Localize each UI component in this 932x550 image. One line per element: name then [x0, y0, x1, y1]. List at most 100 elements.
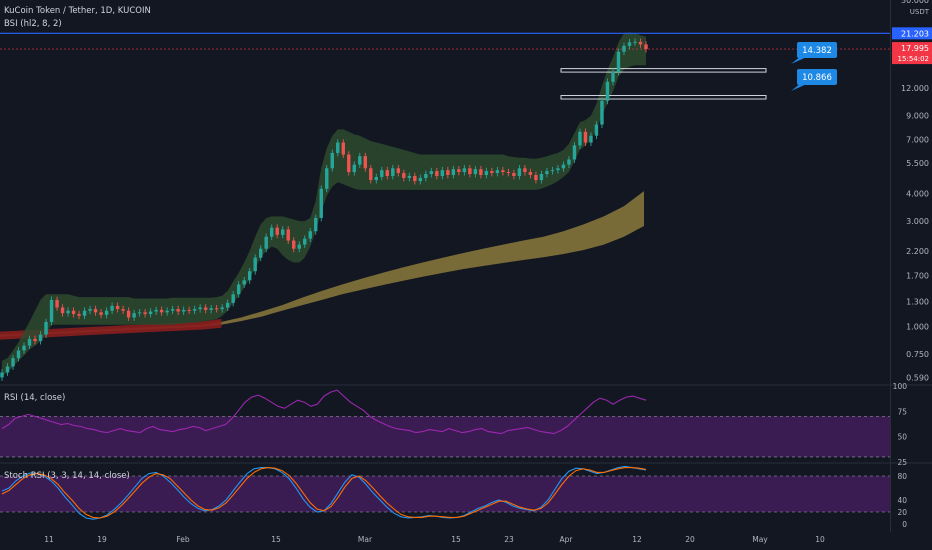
candle-body: [198, 307, 202, 310]
time-axis-tick: 10: [815, 535, 825, 544]
candle-body: [126, 310, 131, 318]
candle-body: [66, 310, 70, 314]
candle-body: [258, 248, 263, 258]
candle-body: [264, 236, 268, 249]
price-axis-tick: 1.300: [906, 297, 929, 306]
candle-body: [418, 177, 423, 182]
candle-body: [270, 227, 274, 237]
candle-body: [16, 350, 21, 359]
candle-body: [325, 168, 329, 189]
candle-body: [627, 42, 632, 46]
candle-body: [225, 302, 230, 308]
candle-body: [594, 124, 599, 136]
candle-body: [33, 338, 37, 342]
candle-body: [308, 231, 312, 239]
level-box: [560, 95, 767, 100]
candle-body: [159, 309, 164, 313]
candle-body: [209, 308, 213, 310]
time-axis-tick: Feb: [176, 535, 190, 544]
candle-body: [314, 217, 318, 232]
candle-body: [374, 176, 378, 181]
rsi-axis-tick: 100: [893, 382, 908, 391]
candle-body: [55, 299, 59, 308]
candle-body: [220, 307, 224, 310]
candle-body: [468, 168, 472, 174]
price-axis-tick: 5.500: [906, 159, 929, 168]
rsi-axis-tick: 75: [897, 407, 907, 416]
candle-body: [170, 309, 175, 311]
price-axis-tick: 30.000: [901, 0, 929, 5]
candle-body: [622, 45, 626, 52]
candle-body: [545, 171, 549, 174]
price-axis-tick: 1.000: [906, 323, 929, 332]
candle-body: [517, 168, 522, 176]
time-axis-tick: Apr: [560, 535, 574, 544]
candle-body: [358, 156, 362, 165]
current-price-tag: [892, 42, 932, 65]
candle-body: [440, 170, 445, 176]
time-axis-tick: 19: [97, 535, 107, 544]
candle-body: [413, 175, 417, 182]
candle-body: [11, 358, 15, 367]
candle-body: [605, 81, 610, 101]
chart-title: KuCoin Token / Tether, 1D, KUCOIN: [4, 6, 151, 16]
candle-body: [231, 294, 235, 303]
candle-body: [589, 135, 593, 143]
candle-body: [347, 154, 351, 173]
candle-body: [462, 168, 467, 173]
candle-body: [391, 168, 395, 176]
candle-body: [402, 173, 406, 178]
candle-body: [429, 171, 434, 174]
candle-body: [616, 51, 621, 72]
candle-body: [528, 172, 533, 175]
candle-body: [550, 170, 555, 172]
candle-body: [143, 312, 147, 315]
price-axis-tick: 0.590: [906, 373, 929, 382]
time-axis-tick: 12: [632, 535, 642, 544]
candle-body: [451, 169, 456, 175]
candle-body: [501, 170, 505, 173]
candle-body: [352, 164, 356, 173]
candle-body: [303, 238, 307, 245]
time-axis-tick: 15: [451, 535, 461, 544]
candle-body: [479, 169, 483, 175]
candle-body: [297, 244, 301, 249]
stoch-axis-tick: 80: [897, 472, 907, 481]
candle-body: [214, 308, 219, 310]
candle-body: [369, 168, 373, 181]
candle-body: [495, 170, 500, 174]
candle-body: [523, 168, 527, 173]
candle-body: [512, 173, 516, 176]
candle-body: [567, 159, 571, 165]
candle-body: [506, 172, 511, 174]
bsi-band: [2, 32, 646, 376]
candle-body: [93, 309, 98, 313]
price-axis-tick: 7.000: [906, 136, 929, 145]
candle-body: [363, 156, 367, 169]
stoch-zone: [0, 476, 890, 512]
countdown-label: 15:54:02: [898, 55, 929, 63]
candle-body: [407, 175, 412, 178]
price-axis-tick: 2.200: [906, 247, 929, 256]
candle-body: [484, 171, 489, 175]
candle-body: [137, 312, 142, 314]
candle-body: [165, 310, 169, 313]
current-price-label: 17.995: [901, 44, 929, 53]
candle-body: [330, 152, 334, 169]
candle-body: [292, 240, 296, 249]
level-box: [560, 68, 767, 73]
stoch-axis-tick: 40: [897, 496, 907, 505]
price-axis-tick: 12.000: [901, 84, 929, 93]
candle-body: [556, 168, 560, 171]
price-axis-tick: 0.750: [906, 350, 929, 359]
candle-body: [341, 142, 345, 155]
candle-body: [583, 131, 588, 143]
candle-body: [27, 338, 32, 346]
candle-body: [380, 170, 384, 177]
price-axis-tick: 9.000: [906, 112, 929, 121]
candle-body: [446, 170, 450, 175]
candle-body: [242, 280, 246, 285]
level-callout-box: [797, 42, 837, 58]
